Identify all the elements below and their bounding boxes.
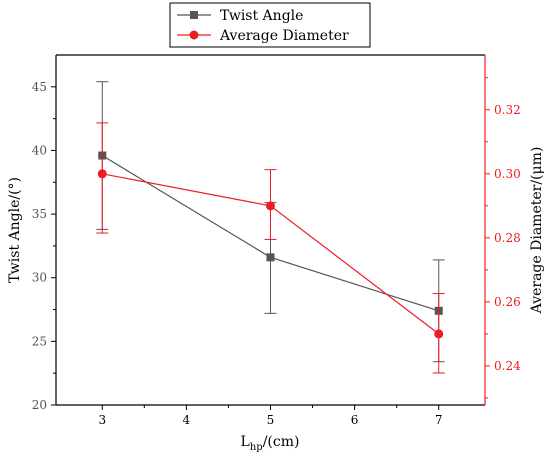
right-y-tick-label: 0.28 [494, 231, 521, 245]
left-y-tick-label: 25 [32, 334, 47, 348]
data-point-twist-angle [266, 253, 275, 262]
left-y-tick-label: 30 [32, 271, 47, 285]
legend: Twist Angle Average Diameter [169, 2, 371, 48]
data-point-average-diameter [97, 169, 107, 179]
x-tick-label: 4 [183, 413, 191, 427]
left-axis-title: Twist Angle/(°) [7, 177, 23, 283]
legend-marker-average-diameter [189, 30, 199, 40]
left-y-tick-label: 20 [32, 398, 47, 412]
left-y-tick-label: 45 [32, 80, 47, 94]
right-y-tick-label: 0.32 [494, 103, 521, 117]
x-tick-label: 7 [435, 413, 443, 427]
x-tick-label: 6 [351, 413, 359, 427]
x-tick-label: 3 [98, 413, 106, 427]
legend-marker-twist-angle [190, 11, 198, 19]
right-y-tick-label: 0.24 [494, 359, 521, 373]
legend-label-twist-angle: Twist Angle [220, 8, 303, 24]
data-point-average-diameter [266, 201, 275, 211]
data-point-average-diameter [434, 329, 444, 339]
left-y-tick-label: 35 [32, 207, 47, 221]
x-tick-label: 5 [267, 413, 275, 427]
x-axis-title: Lhp/(cm) [241, 434, 300, 453]
legend-label-average-diameter: Average Diameter [219, 28, 349, 44]
right-axis-title: Average Diameter/(μm) [529, 147, 545, 315]
legend-box [169, 2, 371, 48]
right-y-tick-label: 0.30 [494, 167, 521, 181]
left-y-tick-label: 40 [32, 143, 47, 157]
right-y-tick-label: 0.26 [494, 295, 521, 309]
